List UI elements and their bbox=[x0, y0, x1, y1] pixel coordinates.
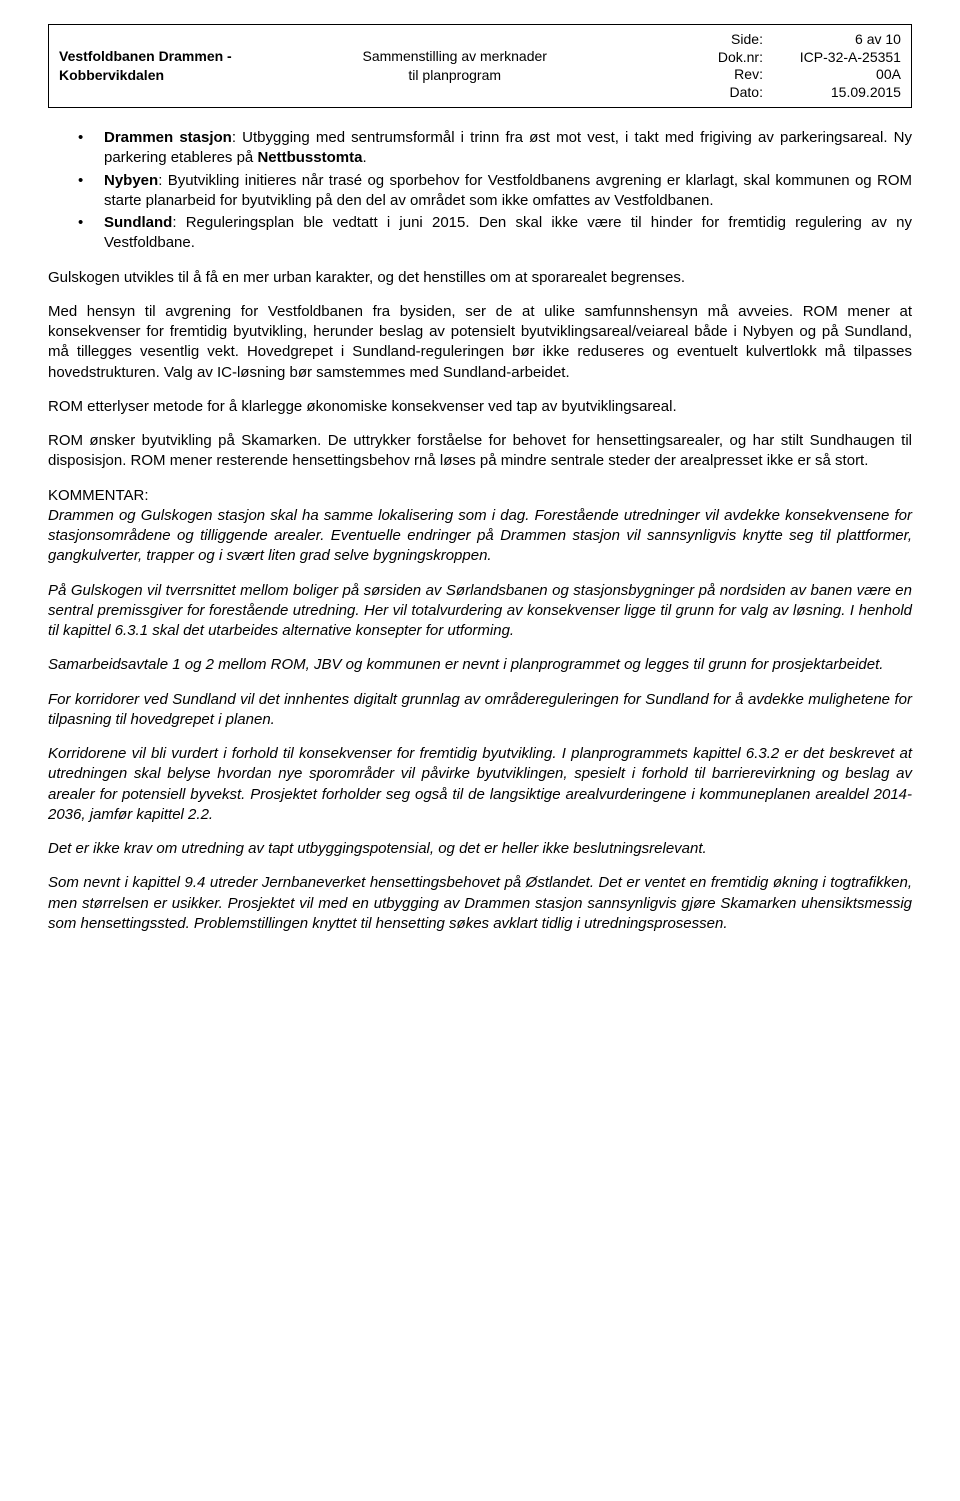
kommentar-section: KOMMENTAR: Drammen og Gulskogen stasjon … bbox=[48, 486, 912, 935]
kommentar-paragraph: For korridorer ved Sundland vil det innh… bbox=[48, 690, 912, 731]
body-paragraph: Gulskogen utvikles til å få en mer urban… bbox=[48, 268, 912, 288]
bullet-tail-after: . bbox=[362, 149, 366, 166]
header-document-title: Sammenstilling av merknader til planprog… bbox=[312, 31, 598, 85]
header-label-side: Side: bbox=[598, 31, 763, 49]
header-value-dato: 15.09.2015 bbox=[781, 84, 901, 102]
bullet-item: Sundland: Reguleringsplan ble vedtatt i … bbox=[104, 213, 912, 254]
kommentar-paragraph: Som nevnt i kapittel 9.4 utreder Jernban… bbox=[48, 873, 912, 934]
body-paragraph: ROM ønsker byutvikling på Skamarken. De … bbox=[48, 431, 912, 472]
kommentar-paragraph: Korridorene vil bli vurdert i forhold ti… bbox=[48, 744, 912, 825]
kommentar-label: KOMMENTAR: bbox=[48, 486, 912, 506]
kommentar-paragraph: På Gulskogen vil tverrsnittet mellom bol… bbox=[48, 581, 912, 642]
header-left-line2: Kobbervikdalen bbox=[59, 66, 312, 85]
header-metadata: Side: Dok.nr: Rev: Dato: 6 av 10 ICP-32-… bbox=[598, 31, 901, 101]
header-label-rev: Rev: bbox=[598, 66, 763, 84]
header-left-line1: Vestfoldbanen Drammen - bbox=[59, 47, 312, 66]
bullet-tail-bold: Nettbusstomta bbox=[257, 149, 362, 166]
kommentar-paragraph: Det er ikke krav om utredning av tapt ut… bbox=[48, 839, 912, 859]
bullet-item: Drammen stasjon: Utbygging med sentrumsf… bbox=[104, 128, 912, 169]
bullet-rest: : Byutvikling initieres når trasé og spo… bbox=[104, 172, 912, 209]
document-header: Vestfoldbanen Drammen - Kobbervikdalen S… bbox=[48, 24, 912, 108]
header-value-dok: ICP-32-A-25351 bbox=[781, 49, 901, 67]
header-project-title: Vestfoldbanen Drammen - Kobbervikdalen bbox=[59, 31, 312, 85]
header-center-line1: Sammenstilling av merknader bbox=[312, 47, 598, 66]
bullet-lead: Nybyen bbox=[104, 172, 158, 189]
header-label-dato: Dato: bbox=[598, 84, 763, 102]
bullet-list: Drammen stasjon: Utbygging med sentrumsf… bbox=[48, 128, 912, 254]
bullet-item: Nybyen: Byutvikling initieres når trasé … bbox=[104, 171, 912, 212]
header-center-line2: til planprogram bbox=[312, 66, 598, 85]
kommentar-paragraph: Drammen og Gulskogen stasjon skal ha sam… bbox=[48, 506, 912, 567]
header-meta-values: 6 av 10 ICP-32-A-25351 00A 15.09.2015 bbox=[781, 31, 901, 101]
header-label-dok: Dok.nr: bbox=[598, 49, 763, 67]
header-meta-labels: Side: Dok.nr: Rev: Dato: bbox=[598, 31, 781, 101]
bullet-rest: : Reguleringsplan ble vedtatt i juni 201… bbox=[104, 214, 912, 251]
body-paragraph: Med hensyn til avgrening for Vestfoldban… bbox=[48, 302, 912, 383]
body-paragraph: ROM etterlyser metode for å klarlegge øk… bbox=[48, 397, 912, 417]
header-value-rev: 00A bbox=[781, 66, 901, 84]
bullet-lead: Drammen stasjon bbox=[104, 129, 232, 146]
kommentar-paragraph: Samarbeidsavtale 1 og 2 mellom ROM, JBV … bbox=[48, 655, 912, 675]
document-page: Vestfoldbanen Drammen - Kobbervikdalen S… bbox=[0, 0, 960, 996]
bullet-lead: Sundland bbox=[104, 214, 172, 231]
header-value-side: 6 av 10 bbox=[781, 31, 901, 49]
